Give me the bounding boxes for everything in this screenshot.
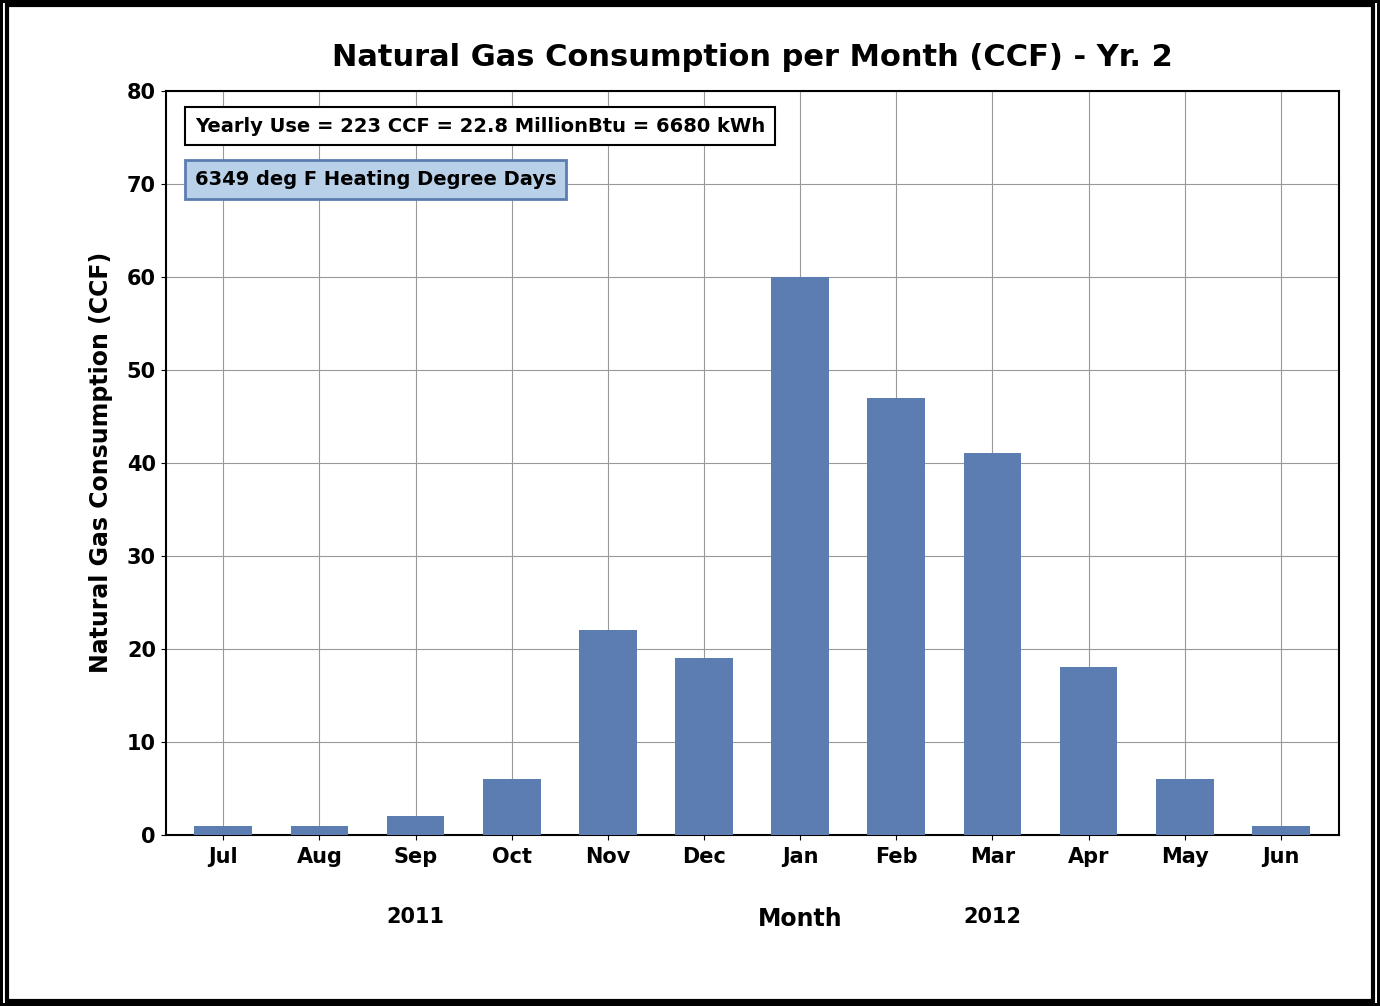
Text: 6349 deg F Heating Degree Days: 6349 deg F Heating Degree Days — [195, 170, 556, 189]
Bar — [291, 826, 348, 835]
Text: 2012: 2012 — [963, 907, 1021, 928]
Bar — [1156, 779, 1213, 835]
Bar — [963, 454, 1021, 835]
Text: Month: Month — [758, 907, 842, 932]
Bar — [195, 826, 253, 835]
Bar — [386, 817, 444, 835]
Y-axis label: Natural Gas Consumption (CCF): Natural Gas Consumption (CCF) — [88, 253, 113, 673]
Bar — [868, 397, 925, 835]
Text: Yearly Use = 223 CCF = 22.8 MillionBtu = 6680 kWh: Yearly Use = 223 CCF = 22.8 MillionBtu =… — [195, 117, 765, 136]
Bar — [771, 277, 829, 835]
Title: Natural Gas Consumption per Month (CCF) - Yr. 2: Natural Gas Consumption per Month (CCF) … — [331, 42, 1173, 71]
Bar — [483, 779, 541, 835]
Bar — [1252, 826, 1310, 835]
Bar — [580, 630, 636, 835]
Text: 2011: 2011 — [386, 907, 444, 928]
Bar — [675, 658, 733, 835]
Bar — [1060, 668, 1118, 835]
